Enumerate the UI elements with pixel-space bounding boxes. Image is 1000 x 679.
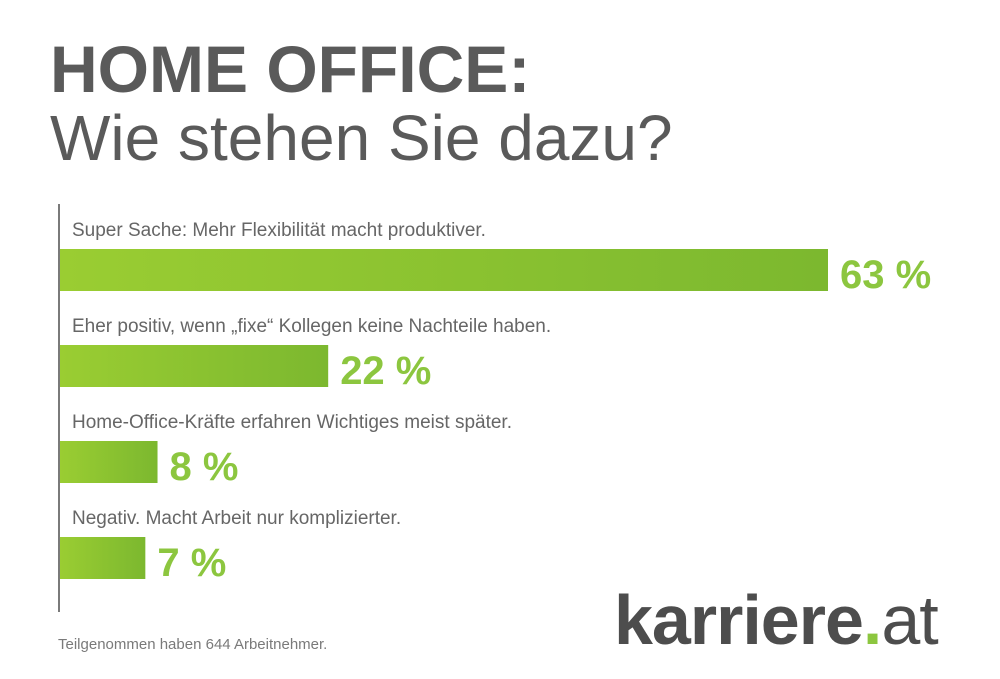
logo-tld: at: [881, 581, 938, 659]
logo-dot: .: [862, 581, 882, 659]
footnote: Teilgenommen haben 644 Arbeitnehmer.: [58, 636, 328, 653]
karriere-logo: karriere.at: [614, 585, 939, 655]
axis-line: [58, 204, 60, 612]
bar: [60, 345, 329, 387]
category-label: Super Sache: Mehr Flexibilität macht pro…: [72, 220, 486, 241]
value-label: 8 %: [170, 445, 239, 489]
value-label: 22 %: [340, 349, 431, 393]
chart-title: HOME OFFICE:: [50, 32, 531, 106]
chart-subtitle: Wie stehen Sie dazu?: [50, 102, 673, 174]
value-label: 7 %: [157, 541, 226, 585]
bar: [60, 441, 158, 483]
logo-name: karriere: [614, 581, 864, 659]
category-label: Negativ. Macht Arbeit nur komplizierter.: [72, 508, 401, 529]
value-label: 63 %: [840, 253, 931, 297]
bar: [60, 537, 146, 579]
category-label: Eher positiv, wenn „fixe“ Kollegen keine…: [72, 316, 551, 337]
bar: [60, 249, 828, 291]
category-label: Home-Office-Kräfte erfahren Wichtiges me…: [72, 412, 512, 433]
